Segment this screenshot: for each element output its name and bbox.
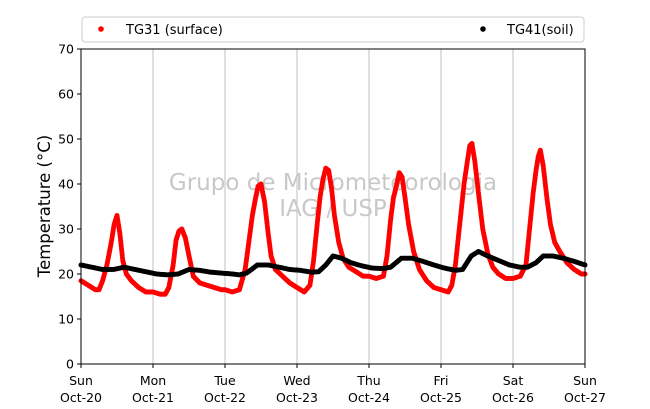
y-axis-label: Temperature (°C) — [35, 135, 54, 278]
x-tick-date-3: Oct-23 — [276, 390, 318, 405]
x-tick-day-5: Fri — [434, 373, 449, 388]
y-tick-label-1: 10 — [58, 312, 74, 327]
x-tick-day-0: Sun — [69, 373, 93, 388]
x-tick-day-1: Mon — [140, 373, 166, 388]
y-tick-label-0: 0 — [66, 357, 74, 372]
x-tick-date-0: Oct-20 — [60, 390, 102, 405]
series-points — [78, 141, 588, 297]
x-tick-date-6: Oct-26 — [492, 390, 534, 405]
x-tick-date-2: Oct-22 — [204, 390, 246, 405]
legend-marker-surface — [98, 26, 104, 32]
legend: TG31 (surface) TG41(soil) — [81, 16, 585, 43]
x-tick-date-1: Oct-21 — [132, 390, 174, 405]
x-tick-day-4: Thu — [356, 373, 380, 388]
series-1 — [78, 249, 588, 278]
y-tick-label-2: 20 — [58, 267, 74, 282]
x-tick-day-6: Sat — [503, 373, 524, 388]
x-tick-day-7: Sun — [573, 373, 597, 388]
x-tick-day-2: Tue — [213, 373, 236, 388]
legend-marker-soil — [480, 26, 486, 32]
x-axis-ticks: Sun Oct-20 Mon Oct-21 Tue Oct-22 Wed Oct-23 Thu O… — [60, 364, 606, 405]
legend-label-surface: TG31 (surface) — [125, 23, 223, 38]
y-tick-label-6: 60 — [58, 87, 74, 102]
x-tick-date-4: Oct-24 — [348, 390, 390, 405]
x-tick-day-3: Wed — [283, 373, 310, 388]
vertical-gridlines — [152, 49, 514, 364]
x-tick-date-7: Oct-27 — [564, 390, 606, 405]
y-tick-label-4: 40 — [58, 177, 74, 192]
y-tick-label-5: 50 — [58, 132, 74, 147]
legend-box — [81, 16, 585, 43]
legend-label-soil: TG41(soil) — [506, 23, 574, 38]
plot-frame — [80, 48, 586, 365]
y-axis-ticks: 0 10 20 30 40 50 60 70 — [58, 42, 81, 372]
y-tick-label-7: 70 — [58, 42, 74, 57]
y-tick-label-3: 30 — [58, 222, 74, 237]
x-tick-date-5: Oct-25 — [420, 390, 462, 405]
